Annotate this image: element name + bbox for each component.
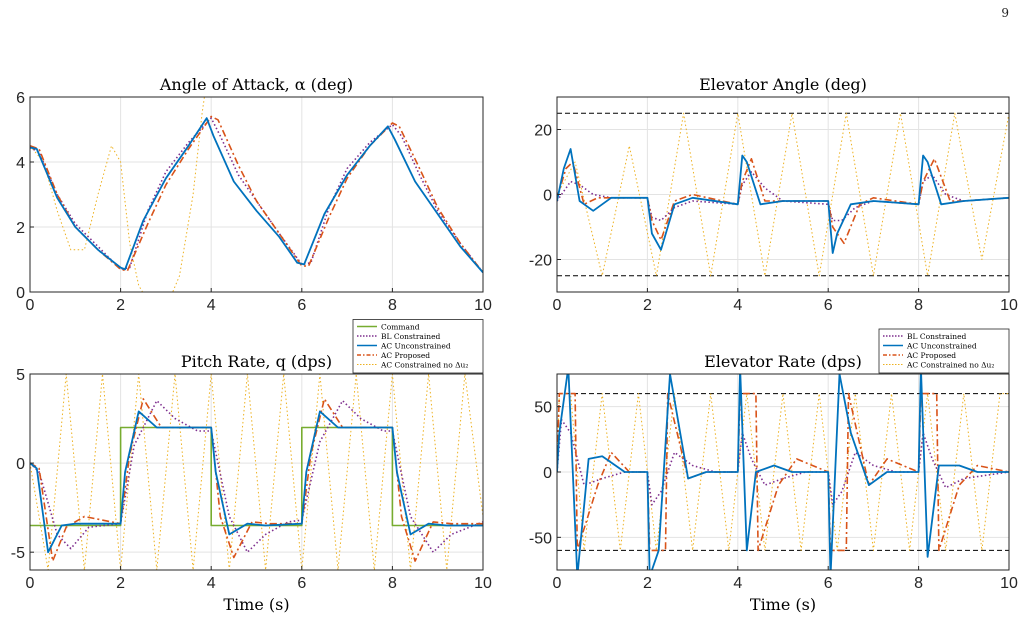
series-ac_unconstrained xyxy=(30,410,483,554)
x-tick-label: 0 xyxy=(553,575,562,592)
legend-label: AC Unconstrained xyxy=(380,342,451,351)
x-tick-label: 10 xyxy=(1000,575,1018,592)
x-tick-label: 0 xyxy=(553,297,562,314)
x-tick-label: 6 xyxy=(297,575,306,592)
x-tick-label: 4 xyxy=(733,297,742,314)
x-tick-label: 10 xyxy=(1000,297,1018,314)
y-tick-label: 20 xyxy=(534,123,552,140)
series-ac_constrained_no_du2 xyxy=(30,97,205,292)
legend-label: AC Proposed xyxy=(380,351,430,360)
x-tick-label: 2 xyxy=(643,575,652,592)
legend-label: AC Constrained no Δu₂ xyxy=(906,361,994,370)
x-tick-label: 8 xyxy=(914,297,923,314)
legend-label: AC Constrained no Δu₂ xyxy=(380,361,468,370)
x-tick-label: 0 xyxy=(26,575,35,592)
y-tick-label: 0 xyxy=(16,285,25,302)
series-ac_constrained_no_du2 xyxy=(557,393,1009,551)
y-tick-label: -5 xyxy=(11,545,25,562)
chart-elev_rate: 0 2 4 6 8 10 -50 0 50 Elevator Rate (dps) Time (s)… xyxy=(529,328,1018,614)
y-tick-label: 4 xyxy=(16,155,25,172)
series-bl_constrained xyxy=(30,399,483,553)
legend-box xyxy=(878,328,1010,374)
legend-label: Command xyxy=(381,323,420,332)
x-tick-label: 6 xyxy=(824,297,833,314)
x-tick-label: 10 xyxy=(474,575,492,592)
chart-elev_angle: 0 2 4 6 8 10 -20 0 20 Elevator Angle (deg) xyxy=(529,75,1018,314)
series-ac_unconstrained xyxy=(557,148,1009,254)
x-tick-label: 4 xyxy=(733,575,742,592)
x-tick-label: 6 xyxy=(824,575,833,592)
legend-label: AC Unconstrained xyxy=(906,342,977,351)
y-tick-label: 50 xyxy=(534,400,552,417)
series-ac_constrained_no_du2 xyxy=(557,112,1009,277)
x-tick-label: 10 xyxy=(474,297,492,314)
chart-title: Elevator Angle (deg) xyxy=(699,75,867,94)
legend-label: BL Constrained xyxy=(907,332,967,341)
x-tick-label: 2 xyxy=(116,575,125,592)
x-axis-label: Time (s) xyxy=(223,595,289,614)
x-tick-label: 4 xyxy=(207,575,216,592)
series-ac_unconstrained xyxy=(30,117,483,274)
y-tick-label: 0 xyxy=(543,188,552,205)
page-number: 9 xyxy=(1001,6,1009,20)
x-tick-label: 8 xyxy=(388,575,397,592)
x-tick-label: 8 xyxy=(914,575,923,592)
chart-title: Angle of Attack, α (deg) xyxy=(159,75,353,94)
x-tick-label: 8 xyxy=(388,297,397,314)
axes-box xyxy=(29,96,484,293)
x-tick-label: 6 xyxy=(297,297,306,314)
chart-title: Pitch Rate, q (dps) xyxy=(181,352,332,371)
series-ac_constrained_no_du2 xyxy=(30,374,483,570)
y-tick-label: -20 xyxy=(529,253,552,270)
series-bl_constrained xyxy=(557,418,1009,506)
y-tick-label: -50 xyxy=(529,530,552,547)
x-tick-label: 2 xyxy=(643,297,652,314)
y-tick-label: 5 xyxy=(16,367,25,384)
axes-box xyxy=(29,373,484,571)
chart-alpha: 0 2 4 6 8 10 0 2 4 6 Angle of Attack, α (deg) xyxy=(16,75,492,314)
x-tick-label: 4 xyxy=(207,297,216,314)
series-ac_proposed xyxy=(557,158,1009,245)
y-tick-label: 0 xyxy=(543,465,552,482)
legend-label: AC Proposed xyxy=(906,351,956,360)
x-tick-label: 0 xyxy=(26,297,35,314)
series-bl_constrained xyxy=(30,117,483,273)
chart-title: Elevator Rate (dps) xyxy=(704,352,862,371)
y-tick-label: 2 xyxy=(16,220,25,237)
series-ac_proposed xyxy=(30,398,483,562)
y-tick-label: 0 xyxy=(16,456,25,473)
x-axis-label: Time (s) xyxy=(750,595,816,614)
legend-label: BL Constrained xyxy=(381,332,441,341)
series-ac_unconstrained xyxy=(557,374,1009,570)
y-tick-label: 6 xyxy=(16,90,25,107)
x-tick-label: 2 xyxy=(116,297,125,314)
